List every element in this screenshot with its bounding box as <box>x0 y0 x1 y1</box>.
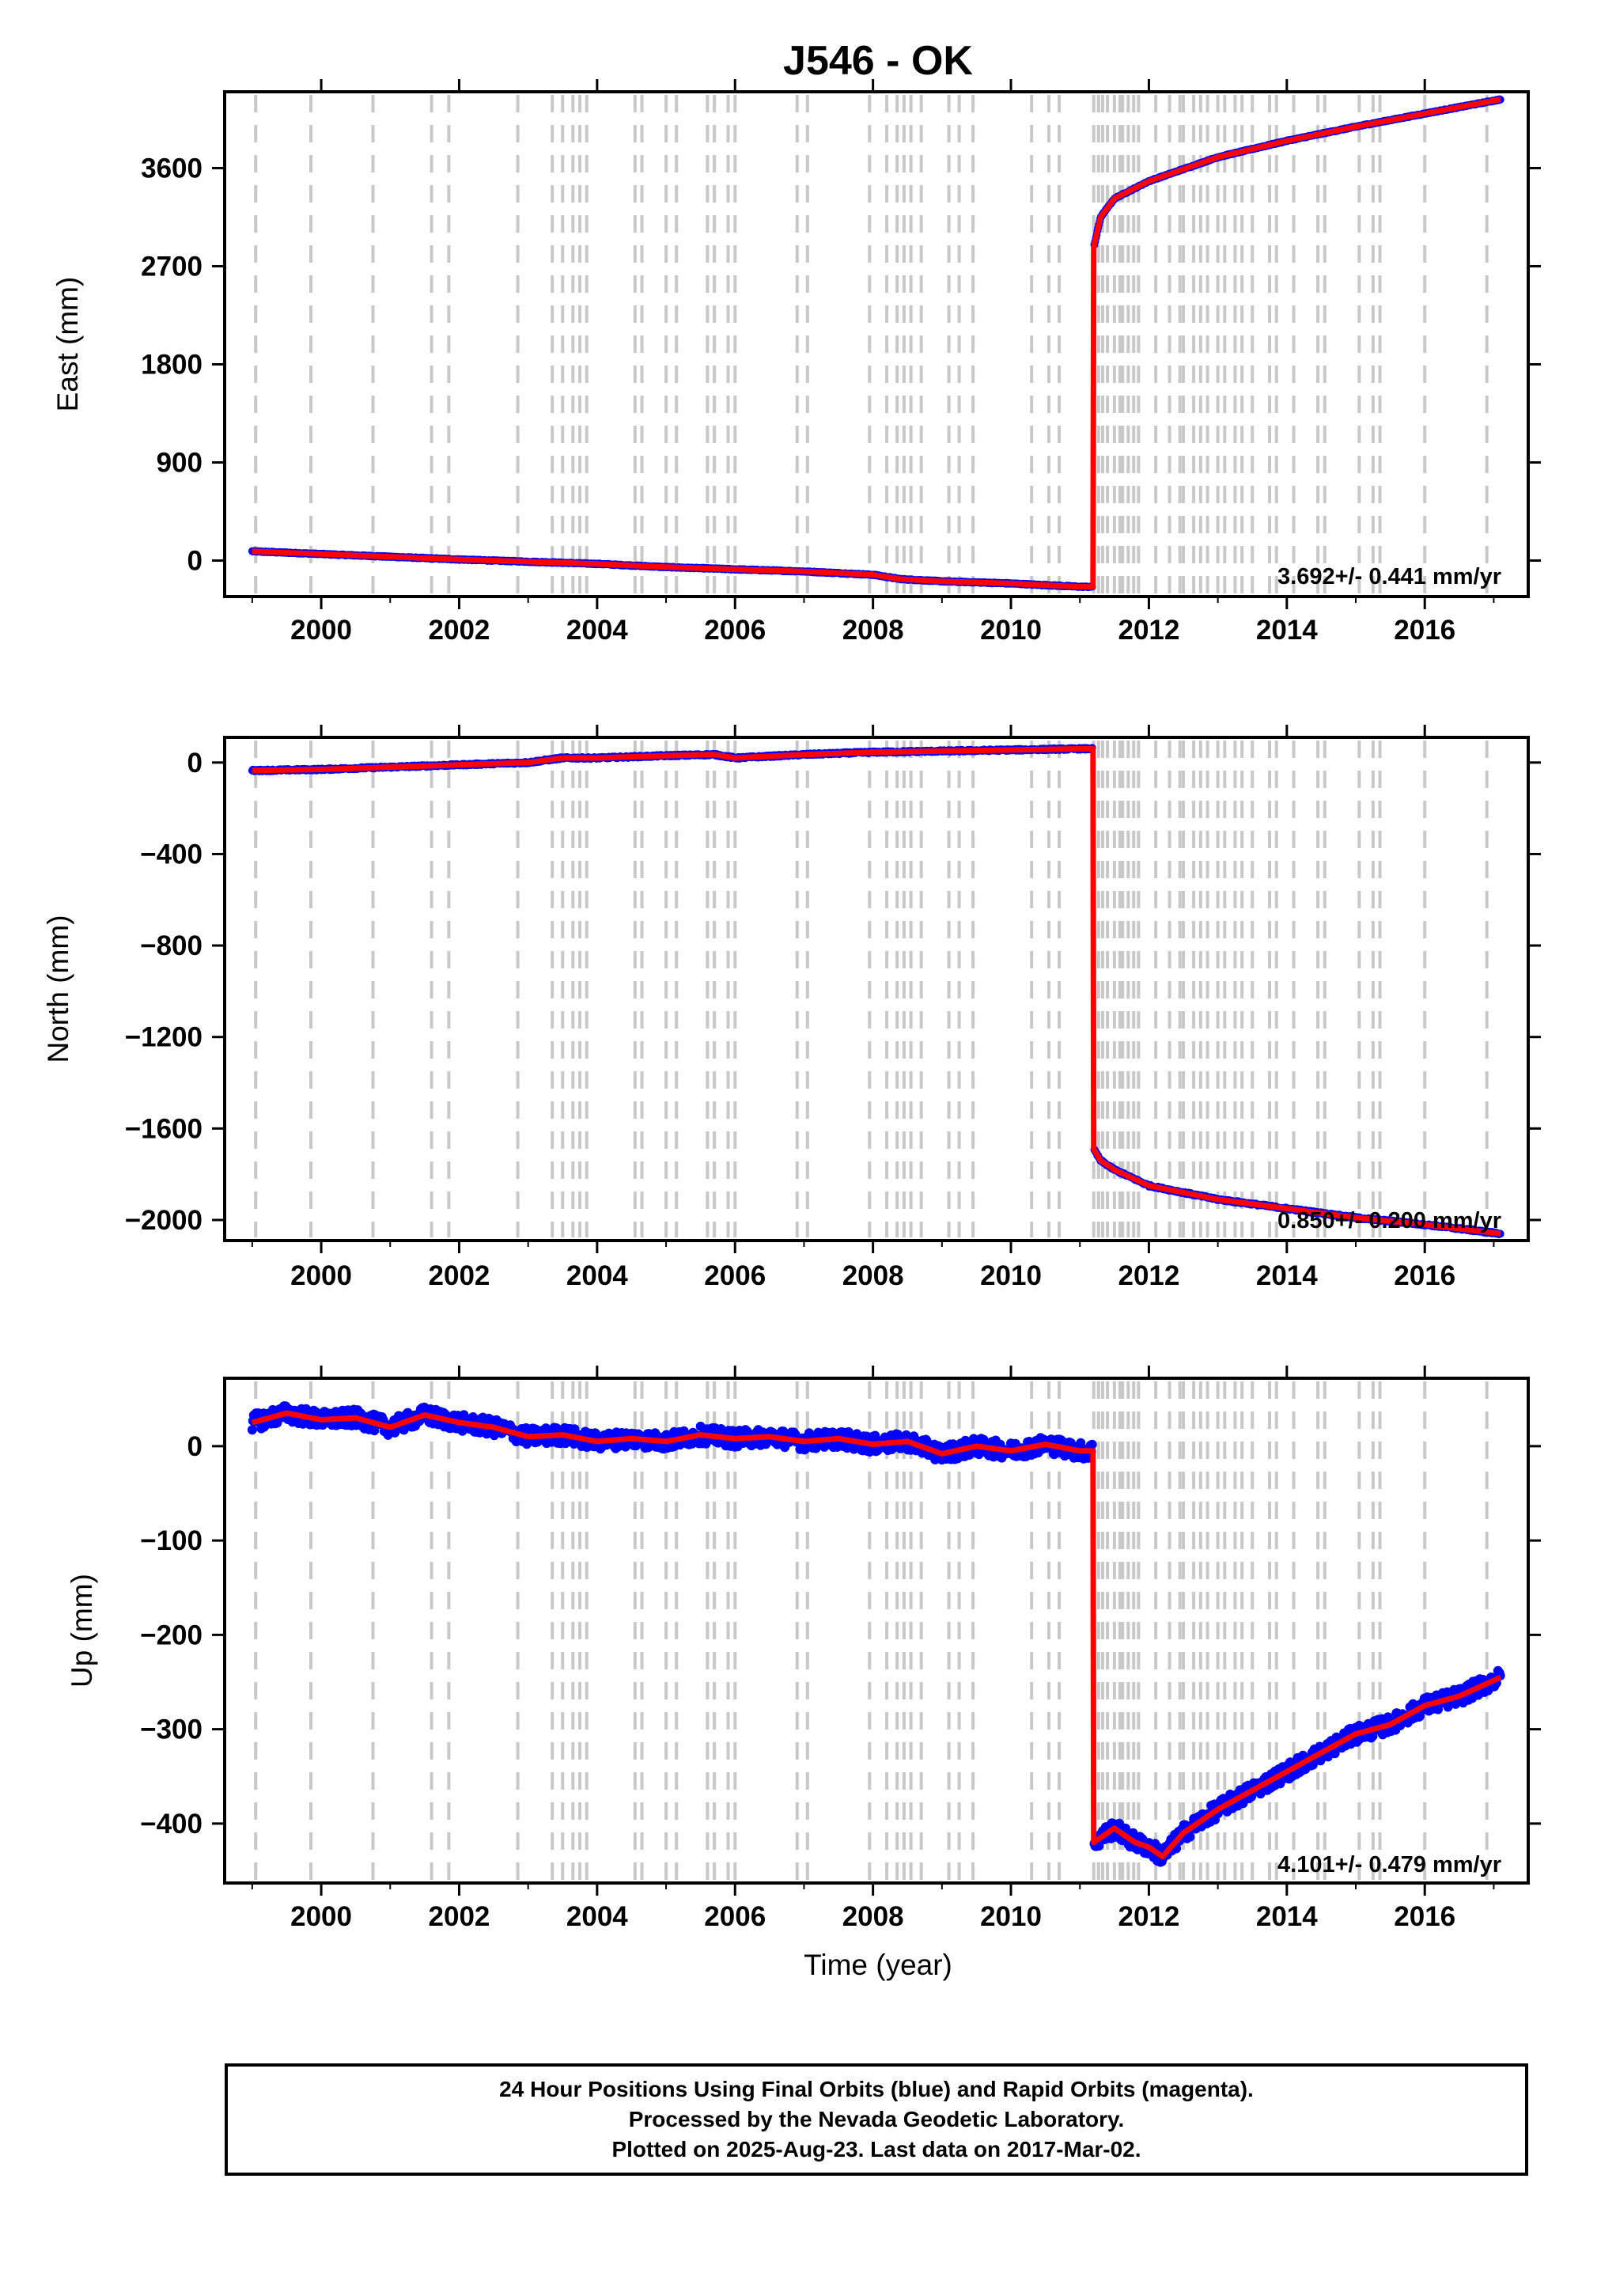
x-tick-label: 2006 <box>704 1260 766 1291</box>
north-panel: 2000 2002 2004 2006 2008 2010 2012 2014 2016 0 −40… <box>42 725 1541 1291</box>
y-tick-label: −2000 <box>125 1205 202 1236</box>
y-tick-label: 3600 <box>141 153 202 184</box>
x-tick-label: 2000 <box>290 1260 352 1291</box>
y-tick-label: 900 <box>157 448 202 479</box>
x-tick-label: 2010 <box>980 1260 1042 1291</box>
data-point <box>1087 1439 1097 1449</box>
model-line <box>252 746 1501 1237</box>
x-tick-label: 2016 <box>1394 1260 1455 1291</box>
y-tick-label: −400 <box>140 839 202 870</box>
x-tick-label: 2012 <box>1118 1260 1179 1291</box>
x-tick-label: 2008 <box>842 615 904 646</box>
y-tick-label: 0 <box>187 748 202 779</box>
final-orbit-points <box>248 744 1504 1239</box>
data-point <box>369 1426 380 1436</box>
model-line <box>252 97 1501 590</box>
data-point <box>1185 1832 1195 1842</box>
y-tick-label: 0 <box>187 546 202 577</box>
y-tick-label: 1800 <box>141 349 202 380</box>
plot-frame <box>223 736 1530 1242</box>
x-tick-label: 2004 <box>566 1260 628 1291</box>
x-tick-label: 2008 <box>842 1260 904 1291</box>
x-tick-label: 2006 <box>704 615 766 646</box>
x-tick-label: 2004 <box>566 615 628 646</box>
y-tick-label: −800 <box>140 930 202 961</box>
x-tick-label: 2014 <box>1256 1260 1318 1291</box>
y-axis-label: East (mm) <box>51 277 84 412</box>
y-tick-label: 2700 <box>141 251 202 282</box>
x-tick-label: 2002 <box>429 615 490 646</box>
x-tick-label: 2010 <box>980 615 1042 646</box>
data-point <box>247 1425 257 1435</box>
chart-title: J546 - OK <box>783 38 973 84</box>
x-tick-label: 2012 <box>1118 615 1179 646</box>
y-axis-label: North (mm) <box>42 915 74 1063</box>
east-panel: 2000 2002 2004 2006 2008 2010 2012 2014 2016 0 900… <box>51 79 1541 646</box>
velocity-annotation: 0.850+/- 0.200 mm/yr <box>1277 1208 1501 1233</box>
x-tick-label: 2000 <box>290 615 352 646</box>
up-panel: 2000 2002 2004 2006 2008 2010 2012 2014 20160−10… <box>66 1366 1541 1932</box>
x-tick-label: 2014 <box>1256 615 1318 646</box>
velocity-annotation: 3.692+/- 0.441 mm/yr <box>1277 564 1501 589</box>
y-tick-label: −1600 <box>125 1113 202 1144</box>
data-point <box>821 1441 831 1450</box>
data-point <box>652 1430 662 1441</box>
plot-frame <box>223 90 1530 598</box>
x-tick-label: 2016 <box>1394 615 1455 646</box>
data-point <box>870 1430 880 1441</box>
y-tick-label: −1200 <box>125 1022 202 1053</box>
x-tick-label: 2002 <box>429 1260 490 1291</box>
final-orbit-points <box>248 95 1504 592</box>
